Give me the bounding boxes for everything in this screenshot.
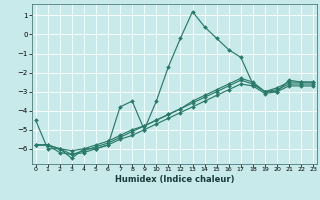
X-axis label: Humidex (Indice chaleur): Humidex (Indice chaleur) — [115, 175, 234, 184]
